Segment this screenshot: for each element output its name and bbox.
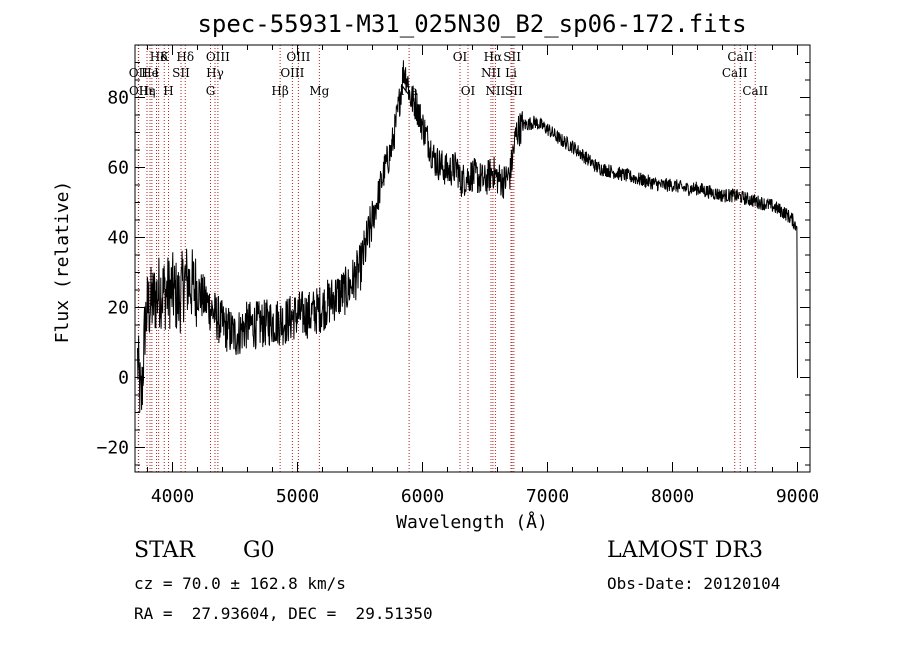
line-label: SII xyxy=(172,66,190,80)
y-tick-label: 0 xyxy=(118,368,129,389)
line-label: OIII xyxy=(280,66,304,80)
obs-date-text: Obs-Date: 20120104 xyxy=(607,574,781,593)
y-axis-label: Flux (relative) xyxy=(52,181,73,344)
line-label: Hδ xyxy=(176,50,194,64)
y-tick-label: 80 xyxy=(107,88,129,109)
plot-frame xyxy=(134,44,811,473)
y-axis-ticks: −20 0 20 40 60 80 xyxy=(96,44,810,466)
x-axis-label: Wavelength (Å) xyxy=(396,511,548,533)
line-label: H xyxy=(163,84,173,98)
spectrum-line xyxy=(137,60,798,413)
line-label: He xyxy=(141,66,159,80)
line-label: OIII xyxy=(286,50,310,64)
line-label: G xyxy=(206,84,216,98)
line-label: Li xyxy=(505,66,517,80)
y-tick-label: 20 xyxy=(107,298,129,319)
x-tick-label: 7000 xyxy=(526,486,569,507)
ra-dec-text: RA = 27.93604, DEC = 29.51350 xyxy=(134,604,433,623)
y-tick-label: 60 xyxy=(107,158,129,179)
y-tick-label: −20 xyxy=(96,438,129,459)
survey-name: LAMOST DR3 xyxy=(607,538,763,563)
line-label: Hα xyxy=(484,50,503,64)
spectral-line-markers xyxy=(137,45,756,472)
line-label: SII xyxy=(503,50,521,64)
line-label: Hγ xyxy=(206,66,224,80)
line-label: CaII xyxy=(727,50,753,64)
line-label: NII xyxy=(481,66,501,80)
line-label: OII xyxy=(129,84,149,98)
redshift-text: cz = 70.0 ± 162.8 km/s xyxy=(134,574,346,593)
x-axis-ticks: 4000 5000 6000 7000 8000 9000 xyxy=(147,45,819,507)
x-tick-label: 9000 xyxy=(776,486,819,507)
x-tick-label: 8000 xyxy=(651,486,694,507)
line-label: OIII xyxy=(206,50,230,64)
line-label: NII xyxy=(485,84,505,98)
line-label: Mg xyxy=(309,84,329,98)
x-tick-label: 5000 xyxy=(276,486,319,507)
object-subclass: G0 xyxy=(243,538,275,563)
x-tick-label: 6000 xyxy=(401,486,444,507)
line-label: I xyxy=(154,66,159,80)
line-label: K xyxy=(160,50,170,64)
line-label: η xyxy=(148,84,155,98)
line-label: SII xyxy=(505,84,523,98)
line-label: OII xyxy=(129,66,149,80)
line-label: OI xyxy=(453,50,468,64)
object-class: STAR xyxy=(134,538,195,563)
y-tick-label: 40 xyxy=(107,228,129,249)
line-label: Hδ xyxy=(150,50,168,64)
line-label: CaII xyxy=(742,84,768,98)
line-label: Hβ xyxy=(271,84,288,98)
line-label: OI xyxy=(461,84,476,98)
line-label: CaII xyxy=(722,66,748,80)
x-tick-label: 4000 xyxy=(151,486,194,507)
line-label: Hε xyxy=(139,84,156,98)
chart-title: spec-55931-M31_025N30_B2_sp06-172.fits xyxy=(197,10,746,38)
